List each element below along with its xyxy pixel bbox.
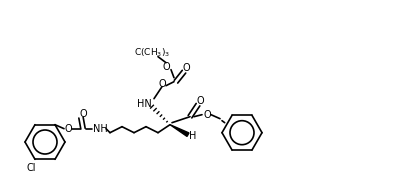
Text: O: O <box>64 124 72 134</box>
Text: H: H <box>189 131 197 141</box>
Text: O: O <box>196 96 204 106</box>
Text: O: O <box>158 79 166 89</box>
Polygon shape <box>170 125 189 137</box>
Text: O: O <box>182 63 190 73</box>
Text: C(CH$_3$)$_3$: C(CH$_3$)$_3$ <box>134 46 170 59</box>
Text: O: O <box>79 109 87 119</box>
Text: O: O <box>162 62 170 72</box>
Text: HN: HN <box>137 99 152 109</box>
Text: O: O <box>203 110 211 120</box>
Text: NH: NH <box>93 124 107 134</box>
Text: Cl: Cl <box>26 163 36 173</box>
